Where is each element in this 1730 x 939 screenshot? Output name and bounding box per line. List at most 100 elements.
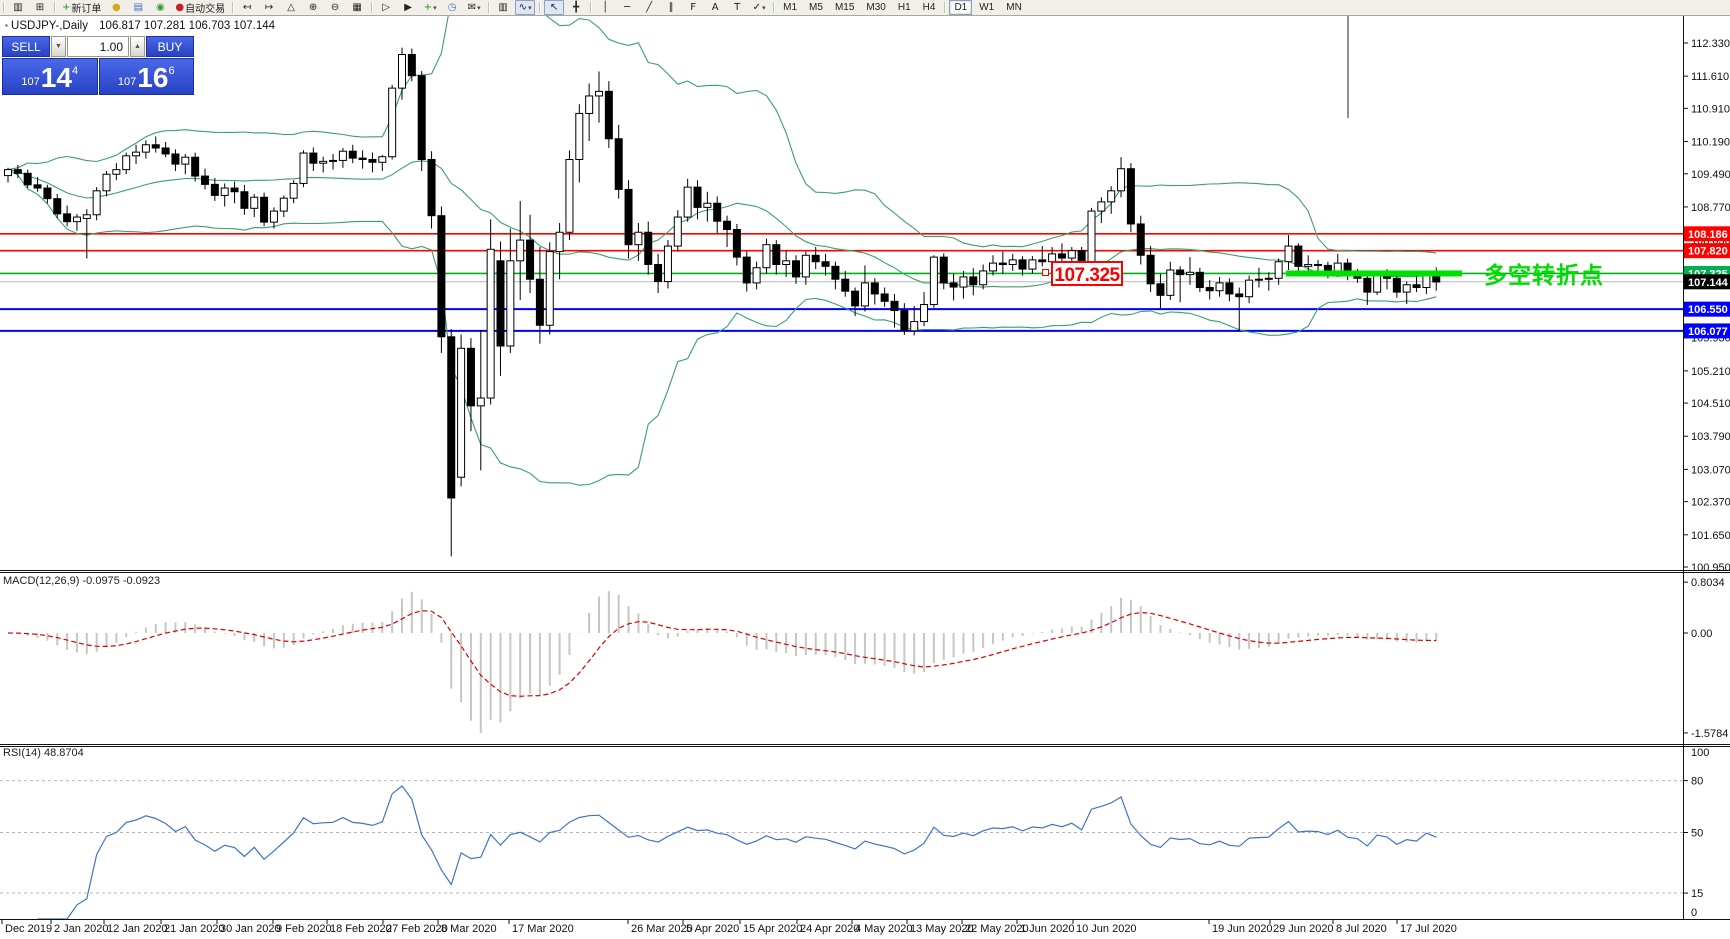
label-icon: T	[734, 1, 741, 13]
timeframe-w1-button[interactable]: W1	[979, 2, 995, 13]
sell-button[interactable]: SELL	[2, 36, 50, 57]
alarm-clock-icon[interactable]: ◷	[442, 0, 462, 15]
dropdown-caret-icon[interactable]: ▾	[477, 4, 481, 12]
volume-up-button[interactable]: ▲	[130, 36, 145, 57]
svg-text:21 Jan 2020: 21 Jan 2020	[164, 923, 225, 935]
step-back-icon[interactable]: ▷	[376, 0, 396, 15]
price-chip-107.144	[1684, 274, 1730, 290]
price-note-box[interactable]: 107.325	[1051, 261, 1123, 286]
templates-icon[interactable]: △	[281, 0, 301, 15]
price-axis[interactable]: 112.330 111.610 110.910 110.190 109.490 108.7…	[1683, 38, 1730, 919]
market-watch-icon[interactable]: ●	[106, 0, 126, 15]
svg-text:10 Jun 2020: 10 Jun 2020	[1076, 923, 1137, 935]
cursor-icon: ↖	[549, 1, 559, 13]
toolbar-separator	[54, 2, 55, 13]
trend-turning-line[interactable]	[1286, 270, 1462, 277]
signals-icon: ◉	[156, 1, 165, 13]
trendline-icon[interactable]: ╱	[639, 0, 659, 15]
new-order-button: +	[62, 1, 71, 13]
timeframe-mn-button[interactable]: MN	[1006, 2, 1022, 13]
new-order-button[interactable]: + 新订单	[59, 0, 104, 16]
step-forward-icon: ▶	[404, 1, 412, 13]
zoom-in-icon[interactable]: ⊕	[303, 0, 323, 15]
svg-text:1 Jun 2020: 1 Jun 2020	[1020, 923, 1074, 935]
svg-text:29 Jun 2020: 29 Jun 2020	[1273, 923, 1334, 935]
zoom-in-icon: ⊕	[308, 1, 318, 13]
price-chip-106.550	[1684, 301, 1730, 317]
dropdown-caret-icon[interactable]: ▾	[433, 4, 437, 12]
tile-windows-icon[interactable]: ▦	[347, 0, 367, 15]
rsi-value: 48.8704	[43, 747, 84, 759]
shift-end-icon[interactable]: ↤	[237, 0, 257, 15]
svg-text:80: 80	[1691, 776, 1703, 788]
rsi-name: RSI(14)	[3, 747, 41, 759]
zoom-out-icon[interactable]: ⊖	[325, 0, 345, 15]
crosshair-icon[interactable]: ╋	[566, 0, 586, 15]
fibonacci-icon[interactable]: F	[683, 0, 703, 15]
cursor-icon[interactable]: ↖	[544, 0, 565, 15]
toolbar-separator	[371, 2, 373, 13]
svg-text:8 Mar 2020: 8 Mar 2020	[441, 923, 497, 935]
volume-down-button[interactable]: ▼	[51, 36, 66, 57]
autotrading-button[interactable]: ● 自动交易	[172, 0, 228, 16]
timeframe-m15-button[interactable]: M15	[834, 2, 855, 13]
trend-turning-point-label[interactable]: 多空转折点	[1484, 263, 1604, 289]
timeframe-h1-button[interactable]: H1	[897, 2, 911, 13]
svg-text:109.490: 109.490	[1691, 169, 1730, 181]
svg-text:101.650: 101.650	[1691, 530, 1730, 542]
svg-text:110.190: 110.190	[1691, 137, 1730, 149]
svg-text:12 Jan 2020: 12 Jan 2020	[107, 923, 168, 935]
crosshair-icon: ╋	[573, 1, 580, 13]
autoscroll-icon[interactable]: ↦	[259, 0, 279, 15]
macd-values: -0.0975 -0.0923	[82, 575, 161, 587]
symbol-period-label: USDJPY-,Daily	[11, 20, 88, 32]
fibonacci-icon: F	[690, 1, 696, 13]
svg-text:50: 50	[1691, 828, 1703, 840]
chart-profiles-icon[interactable]: ⊞	[30, 0, 50, 15]
toolbar-separator	[539, 2, 541, 13]
signals-icon[interactable]: ◉	[150, 0, 170, 15]
add-indicator-icon[interactable]: + ▾	[420, 0, 440, 15]
alarm-clock-icon: ◷	[447, 1, 457, 13]
label-icon[interactable]: T	[727, 0, 747, 15]
ohlc-values: 106.817 107.281 106.703 107.144	[99, 20, 276, 32]
timeframe-m1-button[interactable]: M1	[783, 2, 798, 13]
dropdown-caret-icon[interactable]: ▾	[762, 4, 766, 12]
vertical-line-icon[interactable]: │	[595, 0, 615, 15]
channel-icon[interactable]: ∥	[661, 0, 681, 15]
text-icon: A	[711, 1, 719, 13]
chart-symbol-icon: ▪	[5, 21, 8, 30]
timeframe-m30-button[interactable]: M30	[866, 2, 886, 13]
svg-text:Dec 2019: Dec 2019	[5, 923, 52, 935]
text-icon[interactable]: A	[705, 0, 725, 15]
svg-text:103.070: 103.070	[1691, 464, 1730, 476]
timeframe-d1-button[interactable]: D1	[949, 0, 973, 15]
price-note-anchor[interactable]	[1042, 269, 1049, 276]
buy-price-button[interactable]: 107 16 6	[98, 58, 194, 95]
svg-text:106.550: 106.550	[1688, 304, 1728, 316]
data-window-icon[interactable]: ▤	[128, 0, 148, 15]
horizontal-line-icon[interactable]: ─	[617, 0, 637, 15]
buy-button[interactable]: BUY	[146, 36, 194, 57]
chart-bars-icon[interactable]: ▥	[493, 0, 513, 15]
bollinger-bands-layer	[7, 16, 1437, 486]
chart-line-icon[interactable]: ∿ ▾	[515, 0, 536, 15]
sell-price-button[interactable]: 107 14 4	[2, 58, 98, 95]
shapes-icon[interactable]: ✓ ▾	[749, 0, 769, 15]
tile-windows-icon: ▦	[352, 1, 362, 13]
timeframe-h4-button[interactable]: H4	[922, 2, 936, 13]
svg-text:0.00: 0.00	[1691, 628, 1712, 640]
mailbox-icon[interactable]: ✉ ▾	[464, 0, 484, 15]
step-forward-icon[interactable]: ▶	[398, 0, 418, 15]
svg-text:17 Jul 2020: 17 Jul 2020	[1400, 923, 1457, 935]
price-chip-108.186	[1684, 226, 1730, 242]
new-chart-icon[interactable]: ▥	[8, 0, 28, 15]
macd-pane-label: MACD(12,26,9) -0.0975 -0.0923	[3, 575, 160, 587]
volume-input[interactable]: 1.00	[67, 36, 129, 57]
svg-text:111.610: 111.610	[1691, 71, 1729, 83]
dropdown-caret-icon[interactable]: ▾	[528, 4, 532, 12]
timeframe-m5-button[interactable]: M5	[809, 2, 823, 13]
svg-text:18 Feb 2020: 18 Feb 2020	[330, 923, 392, 935]
